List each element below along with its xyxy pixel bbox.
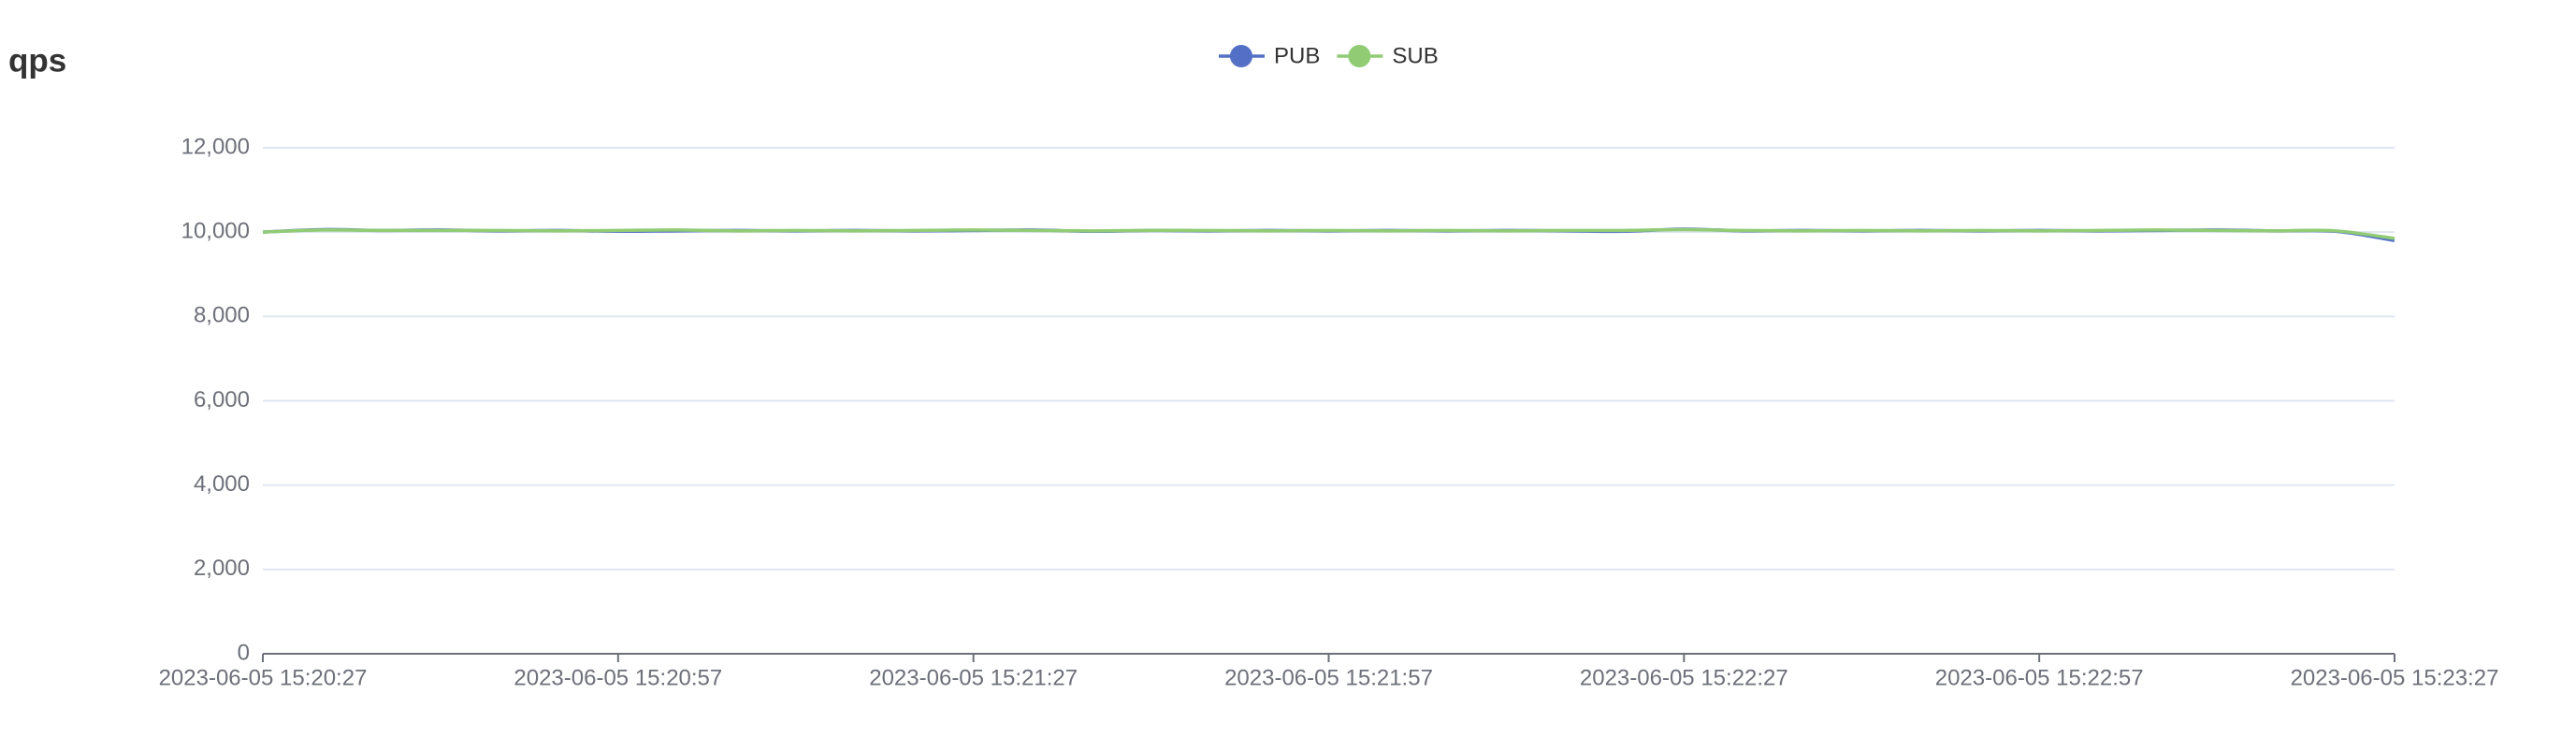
y-tick-label: 8,000 [194,303,250,328]
series-line [262,227,2395,240]
y-tick-label: 6,000 [194,387,250,412]
x-tick-label: 2023-06-05 15:23:27 [2291,665,2499,690]
legend-label: SUB [1392,43,1438,68]
y-tick-label: 12,000 [181,134,250,159]
legend-icon [1230,45,1252,67]
y-tick-label: 0 [238,640,250,665]
x-tick-label: 2023-06-05 15:21:27 [869,665,1078,690]
x-tick-label: 2023-06-05 15:22:27 [1580,665,1788,690]
chart-title: qps [8,42,66,79]
y-tick-label: 10,000 [181,219,250,244]
x-tick-label: 2023-06-05 15:20:57 [514,665,722,690]
legend-icon [1348,45,1371,67]
legend-label: PUB [1274,43,1320,68]
y-tick-label: 2,000 [194,556,250,581]
x-tick-label: 2023-06-05 15:20:27 [159,665,368,690]
y-tick-label: 4,000 [194,471,250,497]
x-tick-label: 2023-06-05 15:22:57 [1935,665,2144,690]
x-tick-label: 2023-06-05 15:21:57 [1224,665,1433,690]
